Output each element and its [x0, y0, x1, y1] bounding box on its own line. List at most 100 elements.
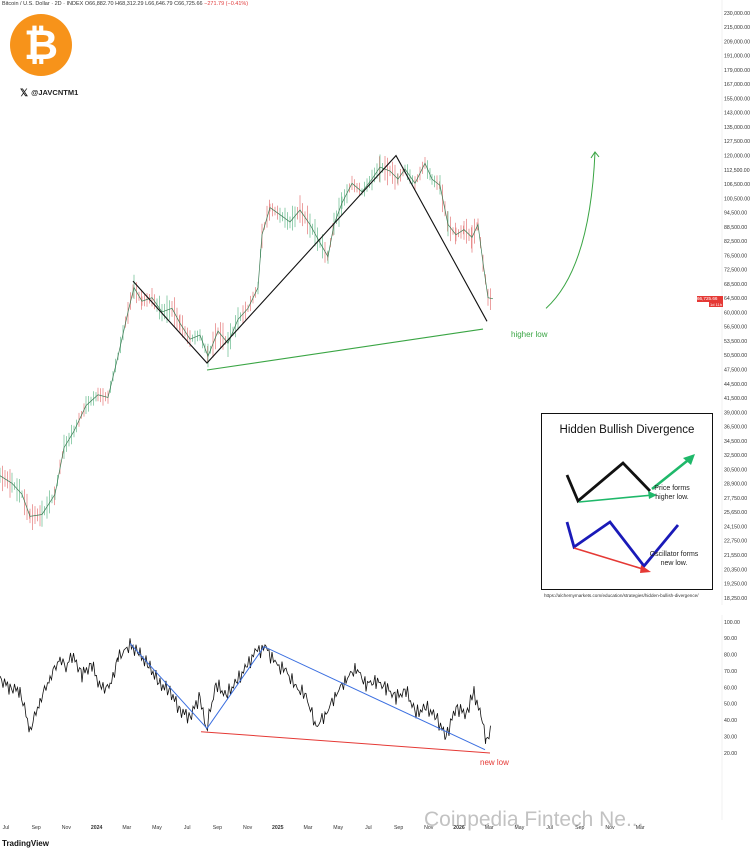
price-tick-label: 167,000.00 [724, 82, 750, 88]
diagram-source-url[interactable]: https://alchemymarkets.com/education/str… [544, 593, 699, 598]
time-tick-label: 2024 [91, 825, 103, 831]
price-tick-label: 44,500.00 [724, 382, 747, 388]
time-tick-label: Jul [365, 825, 372, 831]
higher-low-trendline [206, 328, 484, 371]
osc-tick-label: 90.00 [724, 636, 737, 642]
price-tick-label: 94,500.00 [724, 211, 747, 217]
projection-arrow [545, 151, 596, 309]
oscillator-series-line [0, 638, 491, 744]
time-tick-label: May [333, 825, 343, 831]
symbol-label[interactable]: Bitcoin / U.S. Dollar · 2D · INDEX [2, 1, 84, 7]
diagram-new-low-arrow-head [640, 565, 651, 573]
time-tick-label: Mar [304, 825, 313, 831]
tradingview-wordmark: TradingView [2, 839, 49, 848]
osc-tick-label: 80.00 [724, 653, 737, 659]
time-tick-label: Sep [394, 825, 403, 831]
price-tick-label: 64,500.00 [724, 296, 747, 302]
diagram-new-low-arrow [573, 547, 647, 571]
time-tick-label: 2025 [272, 825, 284, 831]
price-tick-label: 191,000.00 [724, 54, 750, 60]
price-tick-label: 53,500.00 [724, 339, 747, 345]
price-trendlines [132, 151, 600, 371]
diagram-osc-line [565, 520, 680, 569]
diagram-price-line [565, 461, 652, 504]
price-tick-label: 209,000.00 [724, 39, 750, 45]
countdown-tag: 1d 11h [709, 302, 723, 307]
author-handle-text: @JAVCNTM1 [31, 88, 79, 97]
current-price-value: 66,725.66 [697, 296, 718, 301]
price-tick-label: 112,500.00 [724, 168, 750, 174]
price-tick-label: 50,500.00 [724, 353, 747, 359]
ohlc-values: O66,882.70 H68,312.29 L66,646.79 C66,725… [84, 1, 203, 7]
diagram-price-label-1: Price forms [654, 485, 690, 492]
price-tick-label: 127,500.00 [724, 139, 750, 145]
osc-tick-label: 50.00 [724, 702, 737, 708]
time-tick-label: Sep [213, 825, 222, 831]
time-tick-label: Mar [122, 825, 131, 831]
watermark: Coinpedia Fintech Ne... [424, 808, 644, 831]
price-tick-label: 21,550.00 [724, 553, 747, 559]
x-icon: 𝕏 [20, 88, 29, 99]
price-tick-label: 32,500.00 [724, 453, 747, 459]
price-chart[interactable]: 230,000.00 215,000.00 209,000.00 191,000.00… [0, 0, 750, 612]
diagram-higher-low-arrow-head [648, 491, 657, 499]
osc-tick-label: 70.00 [724, 669, 737, 675]
osc-tick-label: 30.00 [724, 734, 737, 740]
price-tick-label: 100,500.00 [724, 196, 750, 202]
price-tick-label: 22,750.00 [724, 539, 747, 545]
price-tick-label: 47,500.00 [724, 368, 747, 374]
price-tick-label: 143,000.00 [724, 111, 750, 117]
price-tick-label: 120,000.00 [724, 153, 750, 159]
price-tick-label: 41,500.00 [724, 396, 747, 402]
price-axis: 230,000.00 215,000.00 209,000.00 191,000.00… [724, 11, 750, 602]
price-tick-label: 28,900.00 [724, 482, 747, 488]
price-tick-label: 18,250.00 [724, 596, 747, 602]
diagram-price-arrow [651, 455, 693, 491]
price-candles [0, 154, 491, 530]
diagram-price-arrow-head [683, 454, 695, 465]
price-tick-label: 76,500.00 [724, 253, 747, 259]
price-tick-label: 24,150.00 [724, 524, 747, 530]
tradingview-logo: TradingView [2, 839, 49, 848]
price-tick-label: 179,000.00 [724, 68, 750, 74]
price-tick-label: 19,250.00 [724, 582, 747, 588]
time-tick-label: Nov [62, 825, 72, 831]
author-handle: 𝕏 @JAVCNTM1 [20, 88, 78, 99]
oscillator-trendlines [129, 642, 491, 754]
osc-tick-label: 40.00 [724, 718, 737, 724]
price-tick-label: 135,000.00 [724, 125, 750, 131]
diagram-title: Hidden Bullish Divergence [559, 424, 695, 436]
time-tick-label: May [152, 825, 162, 831]
new-low-trendline [200, 731, 491, 754]
osc-swing-trendline [129, 642, 486, 751]
price-tick-label: 82,500.00 [724, 239, 747, 245]
diagram-higher-low-arrow [578, 494, 654, 503]
price-tick-label: 56,500.00 [724, 325, 747, 331]
price-tick-label: 106,500.00 [724, 182, 750, 188]
bitcoin-glyph: ₿ [24, 20, 58, 69]
price-series-line [0, 162, 494, 517]
diagram-osc-label-1: Oscillator forms [650, 551, 699, 558]
oscillator-axis: 100.00 90.00 80.00 70.00 60.00 50.00 40.00 30.0… [724, 620, 740, 757]
osc-tick-label: 100.00 [724, 620, 740, 626]
osc-tick-label: 60.00 [724, 685, 737, 691]
time-tick-label: Sep [32, 825, 41, 831]
price-tick-label: 88,500.00 [724, 225, 747, 231]
price-tick-label: 30,500.00 [724, 467, 747, 473]
chart-header: Bitcoin / U.S. Dollar · 2D · INDEX O66,8… [2, 1, 248, 7]
price-tick-label: 68,500.00 [724, 282, 747, 288]
hidden-divergence-diagram: Hidden Bullish Divergence Price forms hi… [541, 413, 713, 590]
price-change: −271.79 (−0.41%) [204, 1, 249, 7]
bitcoin-icon: ₿ [10, 14, 72, 76]
price-tick-label: 39,000.00 [724, 410, 747, 416]
price-tick-label: 36,500.00 [724, 425, 747, 431]
price-tick-label: 25,650.00 [724, 510, 747, 516]
price-tick-label: 34,500.00 [724, 439, 747, 445]
swing-trendline [132, 154, 488, 364]
new-low-label: new low [480, 758, 509, 767]
diagram-price-label-2: higher low. [655, 494, 689, 501]
price-tick-label: 60,000.00 [724, 310, 747, 316]
price-tick-label: 215,000.00 [724, 25, 750, 31]
price-tick-label: 230,000.00 [724, 11, 750, 17]
price-tick-label: 155,000.00 [724, 96, 750, 102]
